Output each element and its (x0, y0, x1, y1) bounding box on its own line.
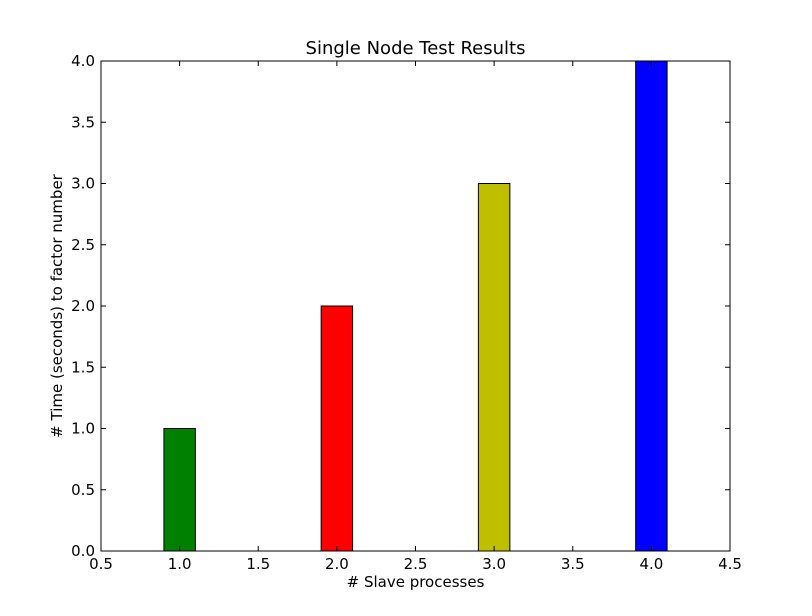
x-tick-label: 0.5 (89, 555, 113, 573)
y-tick-label: 4.0 (71, 52, 95, 70)
bar-2 (320, 305, 354, 552)
x-axis-label: # Slave processes (347, 573, 485, 591)
y-tick-label: 1.5 (71, 358, 95, 376)
ticks-layer (100, 60, 731, 552)
x-tick-label: 1.5 (246, 555, 270, 573)
x-tick-label: 2.0 (325, 555, 349, 573)
y-tick-label: 2.5 (71, 236, 95, 254)
y-tick-label: 3.5 (71, 113, 95, 131)
y-tick-label: 0.0 (71, 542, 95, 560)
x-tick-label: 2.5 (404, 555, 428, 573)
x-tick-label: 4.0 (639, 555, 663, 573)
y-axis-label: # Time (seconds) to factor number (48, 173, 66, 438)
x-tick-label: 1.0 (168, 555, 192, 573)
y-tick-label: 2.0 (71, 297, 95, 315)
tick-labels-layer: 0.5 1.0 1.5 2.0 2.5 3.0 3.5 4.0 4.50.00.51.01.52… (71, 52, 742, 573)
y-tick-label: 0.5 (71, 481, 95, 499)
x-tick-label: 3.0 (482, 555, 506, 573)
chart-title: Single Node Test Results (306, 38, 526, 59)
y-tick-label: 3.0 (71, 175, 95, 193)
bar-1 (163, 428, 196, 552)
bar-4 (635, 60, 668, 552)
bar-3 (477, 183, 511, 552)
y-tick-label: 1.0 (71, 420, 95, 438)
x-tick-label: 3.5 (561, 555, 585, 573)
x-tick-label: 4.5 (718, 555, 742, 573)
bars-layer (163, 60, 668, 552)
